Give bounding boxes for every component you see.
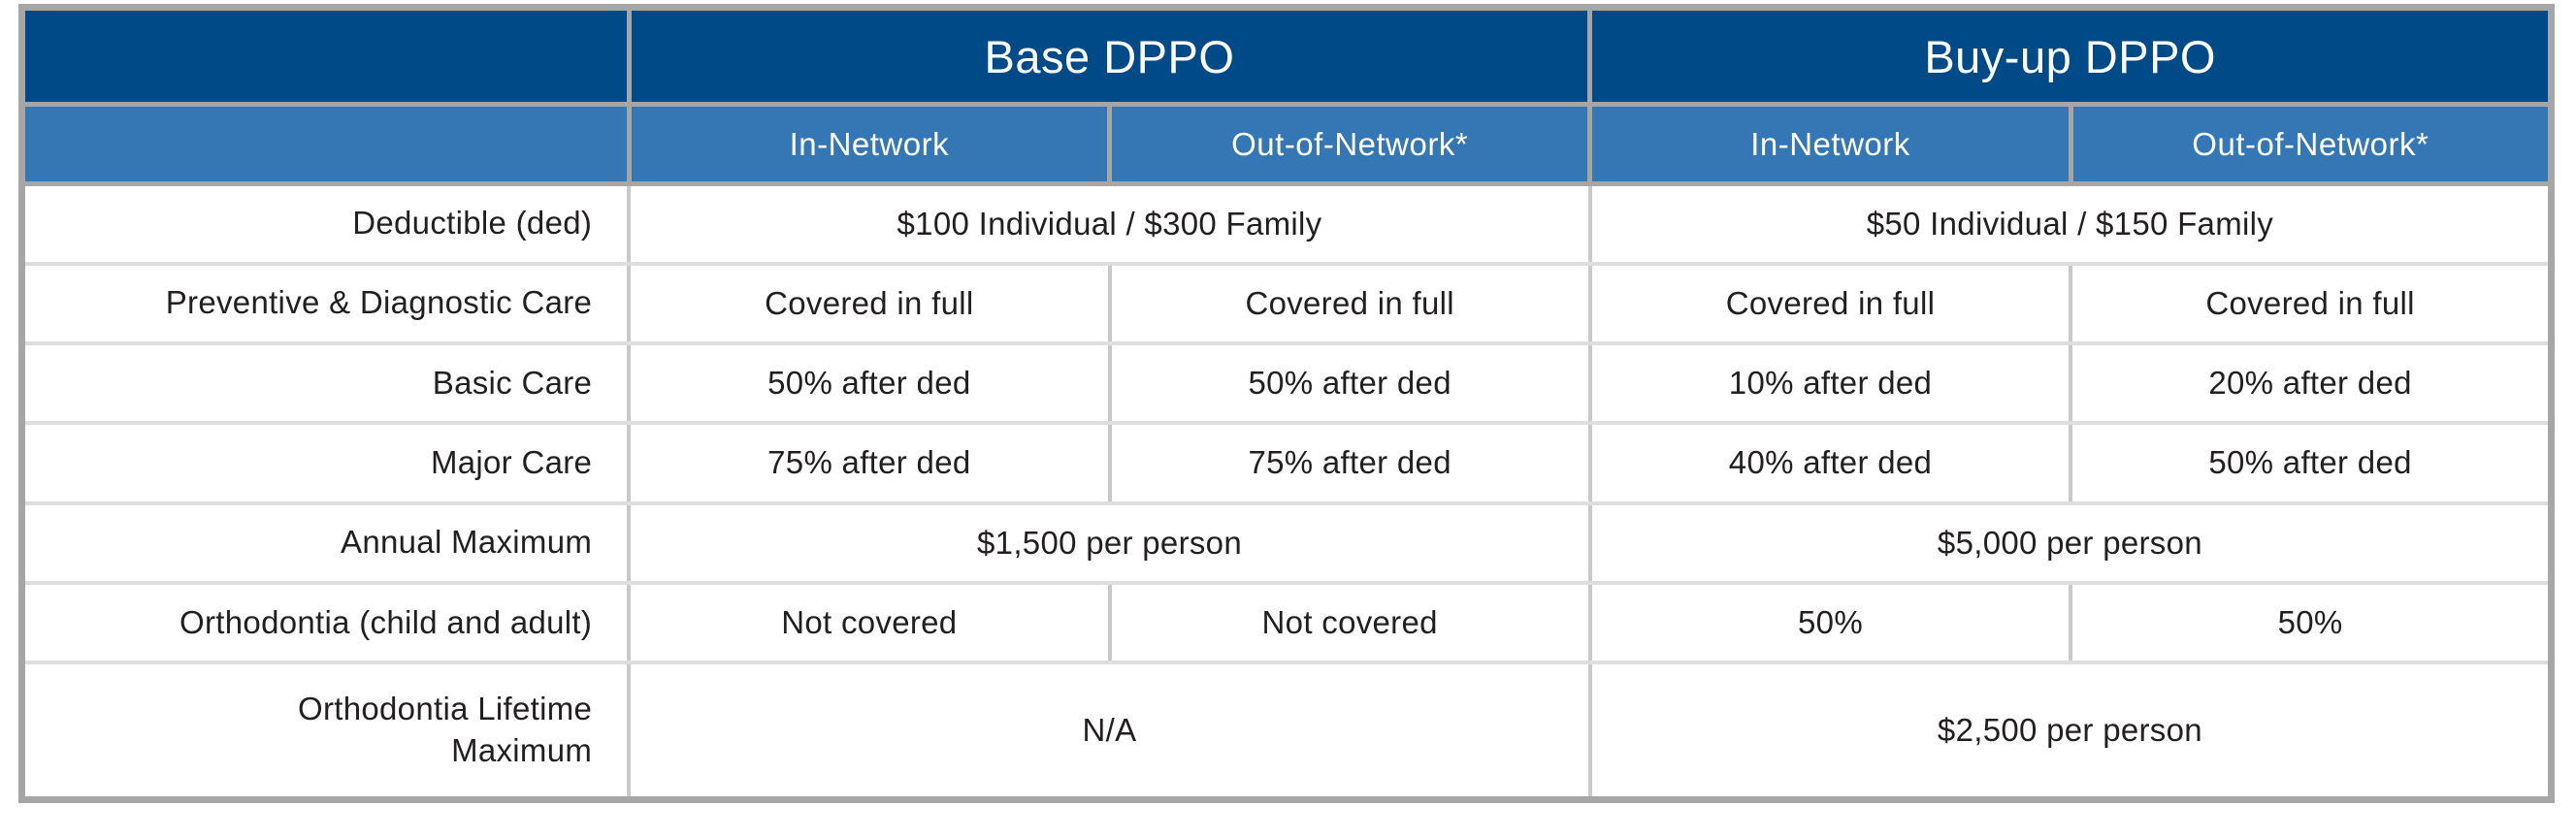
dental-plan-comparison: Base DPPO Buy-up DPPO In-Network Out-of-… (18, 4, 2555, 803)
group-header-buyup-dppo: Buy-up DPPO (1587, 5, 2554, 107)
cell-ortho-lifetime-buyup: $2,500 per person (1587, 661, 2554, 802)
row-label-preventive: Preventive & Diagnostic Care (19, 261, 632, 346)
table-subcorner-cell (19, 102, 632, 186)
row-label-annual-maximum: Annual Maximum (19, 500, 632, 585)
cell-preventive-buyup-in: Covered in full (1587, 261, 2073, 346)
column-header-buyup-in-network: In-Network (1587, 102, 2073, 186)
column-header-base-out-of-network: Out-of-Network* (1106, 102, 1593, 186)
table-row-deductible: Deductible (ded) $100 Individual / $300 … (19, 181, 2554, 266)
cell-basic-base-out: 50% after ded (1107, 341, 1592, 426)
row-label-basic-care: Basic Care (19, 341, 632, 426)
plan-comparison-table: Base DPPO Buy-up DPPO In-Network Out-of-… (18, 4, 2555, 803)
group-header-row: Base DPPO Buy-up DPPO (19, 5, 2554, 107)
row-label-orthodontia: Orthodontia (child and adult) (19, 580, 632, 665)
cell-ortho-lifetime-base: N/A (627, 661, 1592, 802)
cell-basic-buyup-in: 10% after ded (1587, 341, 2073, 426)
row-label-deductible: Deductible (ded) (19, 181, 632, 266)
cell-preventive-base-in: Covered in full (627, 261, 1112, 346)
network-header-row: In-Network Out-of-Network* In-Network Ou… (19, 102, 2555, 186)
cell-annual-max-buyup: $5,000 per person (1587, 500, 2554, 585)
cell-preventive-buyup-out: Covered in full (2069, 261, 2554, 346)
cell-annual-max-base: $1,500 per person (627, 500, 1592, 585)
cell-deductible-base: $100 Individual / $300 Family (627, 181, 1592, 266)
cell-major-base-in: 75% after ded (627, 421, 1112, 505)
cell-major-base-out: 75% after ded (1107, 421, 1592, 505)
cell-major-buyup-in: 40% after ded (1587, 421, 2073, 505)
table-row-orthodontia: Orthodontia (child and adult) Not covere… (19, 580, 2554, 665)
cell-preventive-base-out: Covered in full (1107, 261, 1592, 346)
cell-deductible-buyup: $50 Individual / $150 Family (1587, 181, 2554, 266)
table-row-basic-care: Basic Care 50% after ded 50% after ded 1… (19, 341, 2554, 426)
cell-basic-base-in: 50% after ded (627, 341, 1112, 426)
cell-ortho-buyup-in: 50% (1587, 580, 2073, 665)
cell-ortho-base-out: Not covered (1107, 580, 1592, 665)
row-label-ortho-lifetime-maximum: Orthodontia Lifetime Maximum (19, 661, 632, 802)
cell-ortho-buyup-out: 50% (2069, 580, 2554, 665)
table-row-ortho-lifetime-maximum: Orthodontia Lifetime Maximum N/A $2,500 … (19, 661, 2554, 802)
table-row-preventive: Preventive & Diagnostic Care Covered in … (19, 261, 2554, 346)
table-corner-cell (19, 5, 632, 107)
table-row-annual-maximum: Annual Maximum $1,500 per person $5,000 … (19, 500, 2554, 585)
group-header-base-dppo: Base DPPO (626, 5, 1593, 107)
column-header-buyup-out-of-network: Out-of-Network* (2068, 102, 2555, 186)
table-row-major-care: Major Care 75% after ded 75% after ded 4… (19, 421, 2554, 505)
column-header-base-in-network: In-Network (626, 102, 1113, 186)
cell-major-buyup-out: 50% after ded (2069, 421, 2554, 505)
cell-basic-buyup-out: 20% after ded (2069, 341, 2554, 426)
row-label-major-care: Major Care (19, 421, 632, 505)
cell-ortho-base-in: Not covered (627, 580, 1112, 665)
